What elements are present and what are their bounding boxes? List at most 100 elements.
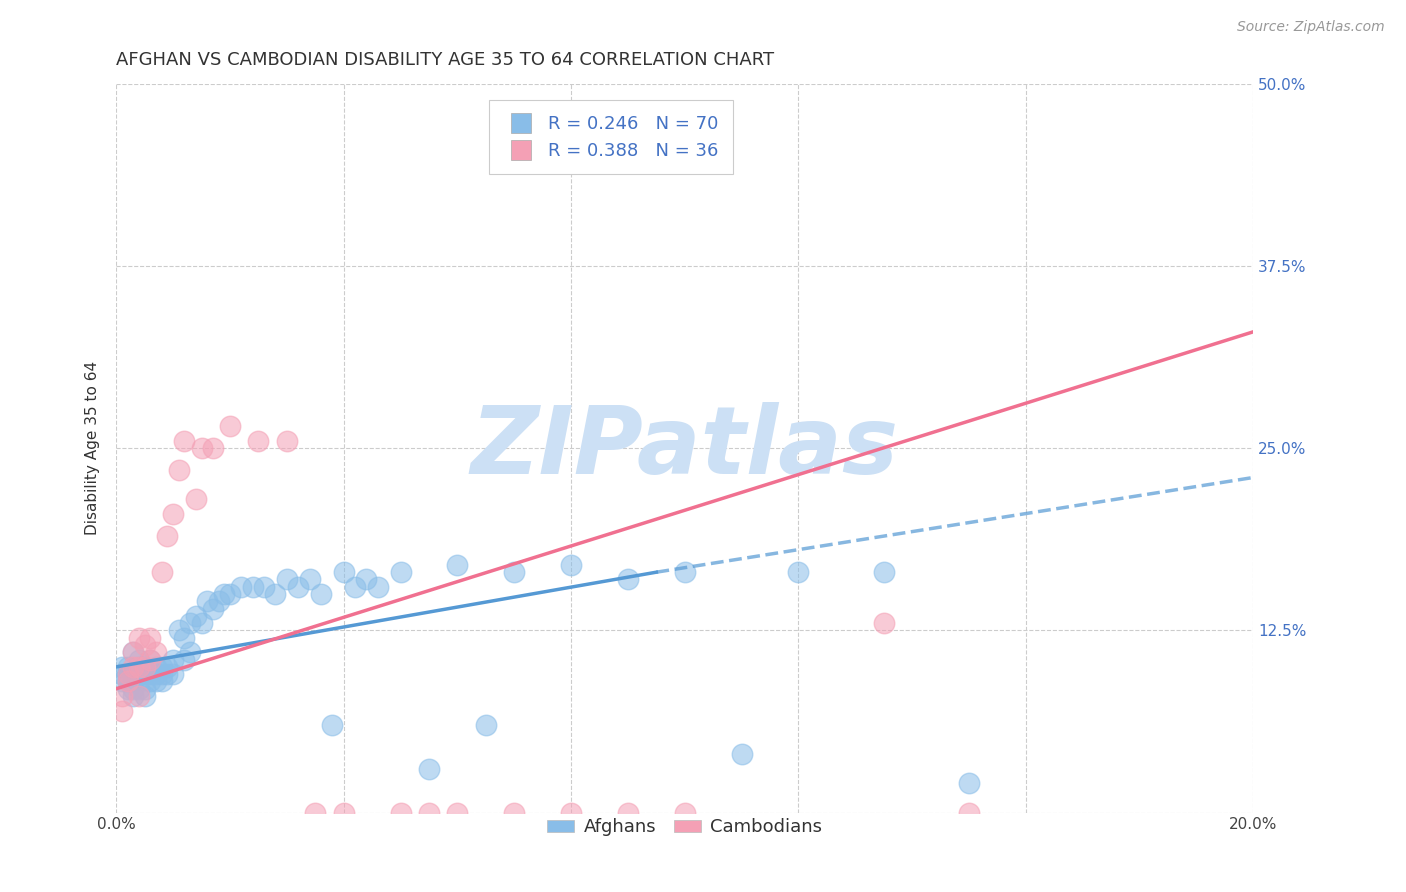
Point [150, 674, 173, 689]
Point [128, 681, 150, 696]
Point [134, 638, 156, 652]
Point [617, 805, 640, 820]
Point [253, 580, 276, 594]
Point [139, 652, 162, 666]
Y-axis label: Disability Age 35 to 64: Disability Age 35 to 64 [86, 361, 100, 535]
Point [389, 805, 412, 820]
Point [145, 667, 167, 681]
Point [446, 805, 468, 820]
Point [264, 587, 287, 601]
Point [276, 573, 298, 587]
Point [214, 587, 236, 601]
Point [162, 652, 184, 666]
Point [156, 667, 179, 681]
Point [122, 645, 145, 659]
Point [503, 565, 526, 579]
Point [503, 805, 526, 820]
Point [122, 681, 145, 696]
Point [184, 492, 207, 507]
Point [730, 747, 752, 762]
Point [145, 660, 167, 674]
Point [134, 681, 156, 696]
Point [111, 689, 134, 703]
Point [117, 674, 139, 689]
Point [418, 762, 440, 776]
Point [184, 608, 207, 623]
Point [560, 558, 582, 572]
Point [117, 667, 139, 681]
Point [156, 529, 179, 543]
Point [276, 434, 298, 448]
Point [139, 652, 162, 666]
Point [145, 674, 167, 689]
Point [287, 580, 309, 594]
Point [134, 667, 156, 681]
Point [134, 660, 156, 674]
Point [122, 667, 145, 681]
Point [787, 565, 810, 579]
Point [173, 652, 195, 666]
Point [304, 805, 326, 820]
Point [167, 463, 190, 477]
Point [111, 660, 134, 674]
Point [344, 580, 367, 594]
Point [560, 805, 582, 820]
Point [139, 674, 162, 689]
Point [122, 645, 145, 659]
Point [207, 594, 229, 608]
Point [134, 689, 156, 703]
Legend: Afghans, Cambodians: Afghans, Cambodians [540, 811, 830, 844]
Point [673, 565, 696, 579]
Point [111, 674, 134, 689]
Point [673, 805, 696, 820]
Point [128, 660, 150, 674]
Point [173, 434, 195, 448]
Point [179, 616, 201, 631]
Point [446, 558, 468, 572]
Point [117, 660, 139, 674]
Point [162, 507, 184, 521]
Point [111, 667, 134, 681]
Point [128, 652, 150, 666]
Point [179, 645, 201, 659]
Point [117, 674, 139, 689]
Point [190, 442, 212, 456]
Text: Source: ZipAtlas.com: Source: ZipAtlas.com [1237, 20, 1385, 34]
Point [201, 601, 224, 615]
Point [128, 631, 150, 645]
Point [117, 667, 139, 681]
Point [219, 419, 242, 434]
Point [162, 667, 184, 681]
Point [150, 565, 173, 579]
Point [134, 660, 156, 674]
Point [617, 573, 640, 587]
Point [957, 805, 980, 820]
Point [298, 573, 321, 587]
Point [122, 674, 145, 689]
Point [139, 631, 162, 645]
Point [321, 718, 343, 732]
Point [475, 718, 498, 732]
Point [219, 587, 242, 601]
Point [873, 565, 896, 579]
Point [309, 587, 332, 601]
Point [332, 565, 354, 579]
Point [167, 624, 190, 638]
Point [122, 689, 145, 703]
Point [122, 660, 145, 674]
Point [418, 805, 440, 820]
Point [247, 434, 270, 448]
Text: ZIPatlas: ZIPatlas [471, 402, 898, 494]
Point [190, 616, 212, 631]
Point [128, 689, 150, 703]
Point [873, 616, 896, 631]
Point [145, 645, 167, 659]
Point [332, 805, 354, 820]
Point [957, 776, 980, 790]
Point [356, 573, 378, 587]
Point [173, 631, 195, 645]
Point [156, 660, 179, 674]
Point [231, 580, 253, 594]
Text: AFGHAN VS CAMBODIAN DISABILITY AGE 35 TO 64 CORRELATION CHART: AFGHAN VS CAMBODIAN DISABILITY AGE 35 TO… [117, 51, 775, 69]
Point [367, 580, 389, 594]
